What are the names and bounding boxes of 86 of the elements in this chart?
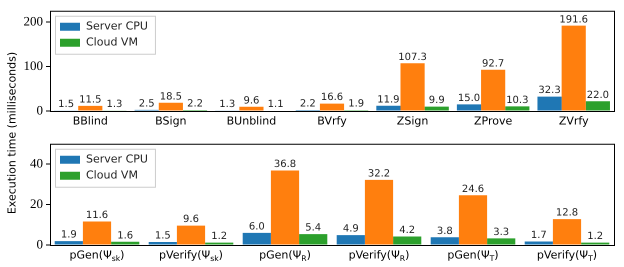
bar	[586, 101, 610, 110]
bar	[524, 242, 553, 244]
bar	[552, 219, 582, 244]
data-label: 12.8	[556, 208, 578, 219]
bar	[111, 242, 140, 244]
data-label: 10.3	[506, 95, 528, 106]
legend-label: Cloud VM	[86, 36, 138, 49]
data-label: 1.1	[268, 99, 284, 110]
data-label: 3.8	[436, 226, 453, 237]
bar	[364, 180, 394, 244]
bar	[505, 106, 530, 110]
x-tick-label: ZSign	[396, 114, 428, 128]
data-label: 1.2	[211, 231, 228, 242]
bar	[336, 235, 365, 244]
data-label: 11.6	[86, 210, 108, 222]
bar	[242, 232, 271, 244]
data-label: 9.6	[243, 95, 260, 106]
bar	[393, 236, 422, 244]
bar	[320, 104, 344, 110]
bar	[270, 170, 300, 244]
data-label: 11.9	[377, 94, 400, 106]
legend-label: Server CPU	[86, 152, 148, 166]
bar	[299, 234, 328, 244]
bar	[176, 226, 206, 244]
bar	[158, 102, 183, 110]
x-tick-label: ZVrfy	[558, 114, 590, 128]
x-tick-label: BVrfy	[317, 114, 348, 128]
y-axis-title: Execution time (milliseconds)	[6, 52, 18, 214]
bar	[78, 106, 102, 110]
data-label: 18.5	[160, 91, 182, 102]
data-label: 9.9	[428, 95, 445, 106]
legend-label: Cloud VM	[86, 168, 138, 182]
y-tick-label: 40	[30, 155, 43, 170]
bar	[400, 63, 425, 110]
x-tick-label: BUnblind	[226, 114, 276, 128]
data-label: 2.2	[300, 98, 316, 110]
data-label: 1.7	[530, 230, 547, 242]
data-label: 16.6	[320, 92, 344, 104]
bar	[430, 237, 459, 244]
x-tick-label: ZProve	[474, 114, 513, 128]
data-label: 1.5	[154, 230, 171, 242]
bar	[562, 26, 586, 110]
data-label: 4.9	[342, 224, 359, 235]
data-label: 11.5	[79, 94, 102, 106]
bar	[458, 195, 488, 244]
legend-label: Server CPU	[86, 20, 148, 33]
data-label: 191.6	[559, 14, 588, 26]
data-label: 92.7	[482, 58, 504, 70]
bar	[82, 222, 112, 244]
data-label: 24.6	[462, 184, 484, 195]
data-label: 1.9	[60, 230, 77, 241]
data-label: 22.0	[586, 90, 610, 101]
y-tick-label: 0	[36, 102, 43, 118]
data-label: 107.3	[398, 52, 427, 63]
bar	[481, 70, 506, 110]
data-label: 1.2	[587, 231, 604, 242]
data-label: 1.3	[219, 99, 236, 110]
y-tick-label: 0	[36, 236, 43, 252]
data-label: 5.4	[305, 222, 322, 234]
bar	[376, 106, 400, 110]
data-label: 3.3	[493, 226, 510, 238]
y-tick-label: 200	[24, 13, 43, 28]
data-label: 36.8	[274, 159, 296, 170]
data-label: 4.2	[399, 225, 416, 236]
data-label: 2.2	[187, 98, 203, 110]
bar	[456, 104, 482, 110]
x-tick-label: BSign	[155, 114, 187, 128]
bar	[239, 106, 264, 110]
data-label: 15.0	[458, 92, 480, 104]
bar	[148, 242, 177, 244]
y-tick-label: 20	[30, 196, 43, 211]
bar	[537, 96, 562, 110]
data-label: 1.5	[58, 98, 74, 110]
bar	[54, 241, 83, 244]
x-tick-label: BBlind	[72, 114, 108, 128]
data-label: 1.6	[117, 230, 134, 242]
data-label: 1.9	[348, 98, 364, 110]
data-label: 32.3	[538, 85, 561, 96]
data-label: 32.2	[368, 168, 390, 180]
data-label: 6.0	[248, 221, 265, 232]
bar	[487, 238, 516, 244]
y-tick-label: 100	[24, 58, 43, 73]
data-label: 1.3	[106, 99, 122, 110]
data-label: 9.6	[183, 214, 199, 226]
data-label: 2.5	[138, 98, 155, 110]
bar	[424, 106, 449, 110]
